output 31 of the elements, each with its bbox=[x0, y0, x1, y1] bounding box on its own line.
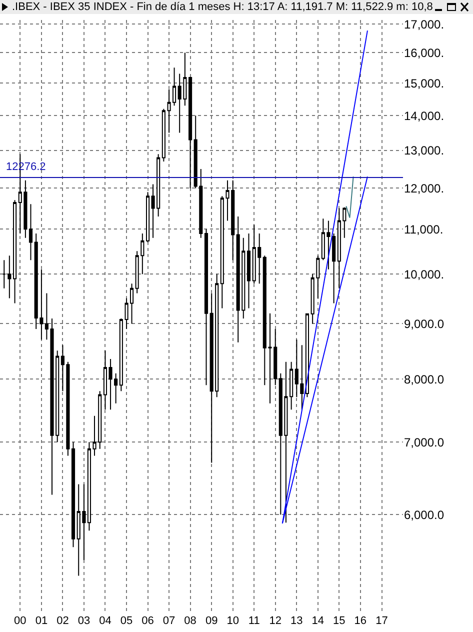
y-tick-label: 12,000. bbox=[404, 181, 444, 196]
y-tick-label: 9,000.0 bbox=[404, 316, 444, 331]
y-tick-label: 6,000.0 bbox=[404, 508, 444, 522]
x-tick-label: 14 bbox=[312, 615, 324, 627]
y-tick-label: 15,000. bbox=[404, 76, 444, 90]
x-tick-label: 01 bbox=[35, 615, 48, 627]
x-tick-label: 15 bbox=[333, 615, 346, 627]
x-tick-label: 11 bbox=[248, 615, 260, 627]
y-tick-label: 17,000. bbox=[404, 17, 444, 32]
x-tick-label: 08 bbox=[184, 615, 196, 627]
x-tick-label: 10 bbox=[226, 615, 239, 627]
y-tick-label: 13,000. bbox=[404, 144, 444, 158]
x-tick-label: 02 bbox=[56, 615, 69, 627]
x-tick-label: 00 bbox=[14, 615, 26, 627]
x-tick-label: 16 bbox=[354, 615, 367, 627]
x-tick-label: 13 bbox=[290, 615, 303, 627]
x-tick-label: 03 bbox=[78, 615, 90, 627]
y-tick-label: 7,000.0 bbox=[404, 435, 444, 450]
x-tick-label: 05 bbox=[120, 615, 133, 627]
x-tick-label: 06 bbox=[142, 615, 154, 627]
x-tick-label: 12 bbox=[269, 615, 282, 627]
y-tick-label: 8,000.0 bbox=[404, 372, 444, 386]
x-tick-label: 07 bbox=[162, 615, 176, 627]
y-tick-label: 10,000. bbox=[404, 267, 444, 282]
y-tick-label: 16,000. bbox=[404, 46, 444, 60]
x-tick-label: 09 bbox=[205, 615, 218, 627]
x-tick-label: 17 bbox=[376, 615, 388, 627]
x-tick-label: 04 bbox=[99, 615, 112, 627]
y-tick-label: 11,000. bbox=[404, 222, 444, 236]
y-tick-label: 14,000. bbox=[404, 108, 444, 123]
chart-title: .IBEX - IBEX 35 INDEX - Fin de día 1 meses H: 13:17 A: 11,191.7 M: 11,522.9 m: 10,8 bbox=[12, 0, 433, 14]
